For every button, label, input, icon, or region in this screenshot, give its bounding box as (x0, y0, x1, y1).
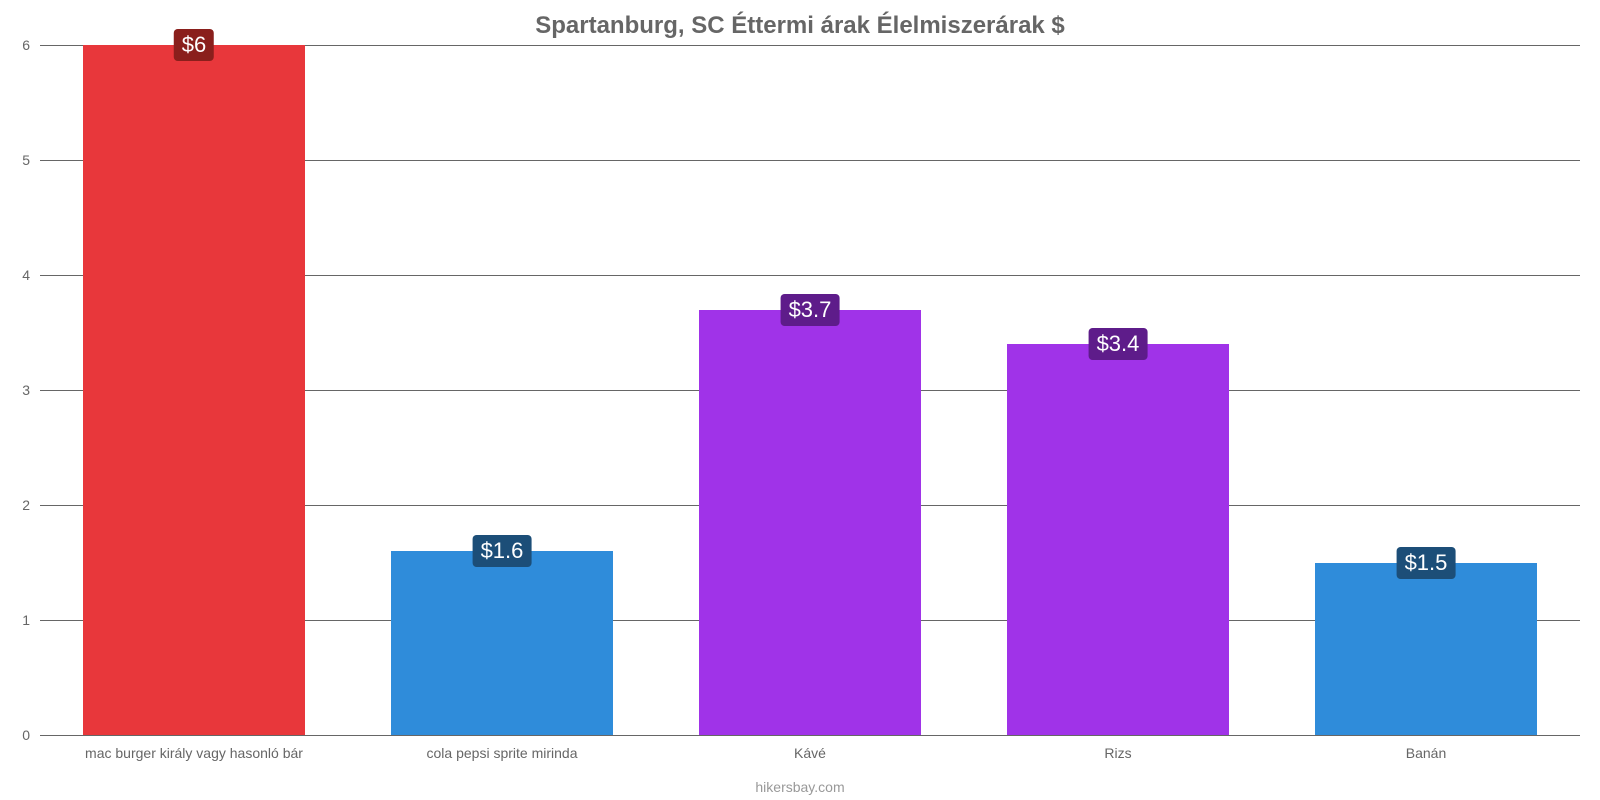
bar: $6 (83, 45, 305, 735)
x-tick-label: cola pepsi sprite mirinda (427, 745, 578, 761)
chart-subtitle: hikersbay.com (0, 779, 1600, 795)
y-tick-label: 6 (2, 37, 30, 53)
bars-container: $6 $1.6 $3.7 $3.4 $1.5 (40, 45, 1580, 735)
y-tick-label: 1 (2, 612, 30, 628)
bar: $1.5 (1315, 563, 1537, 736)
bar: $3.7 (699, 310, 921, 736)
y-tick-label: 0 (2, 727, 30, 743)
chart-title: Spartanburg, SC Éttermi árak Élelmiszerá… (0, 12, 1600, 40)
value-badge: $6 (174, 29, 214, 61)
price-bar-chart: Spartanburg, SC Éttermi árak Élelmiszerá… (0, 0, 1600, 800)
grid-line (40, 735, 1580, 736)
x-tick-label: Kávé (794, 745, 826, 761)
value-badge: $1.5 (1397, 547, 1456, 579)
y-tick-label: 2 (2, 497, 30, 513)
x-tick-label: mac burger király vagy hasonló bár (85, 745, 303, 761)
y-tick-label: 5 (2, 152, 30, 168)
y-tick-label: 3 (2, 382, 30, 398)
value-badge: $3.4 (1089, 328, 1148, 360)
value-badge: $3.7 (781, 294, 840, 326)
plot-area: 0123456 $6$1.6$3.7$3.4$1.5 mac burger ki… (40, 45, 1580, 735)
value-badge: $1.6 (473, 535, 532, 567)
x-tick-label: Banán (1406, 745, 1446, 761)
y-tick-label: 4 (2, 267, 30, 283)
bar: $3.4 (1007, 344, 1229, 735)
x-tick-label: Rizs (1104, 745, 1131, 761)
bar: $1.6 (391, 551, 613, 735)
